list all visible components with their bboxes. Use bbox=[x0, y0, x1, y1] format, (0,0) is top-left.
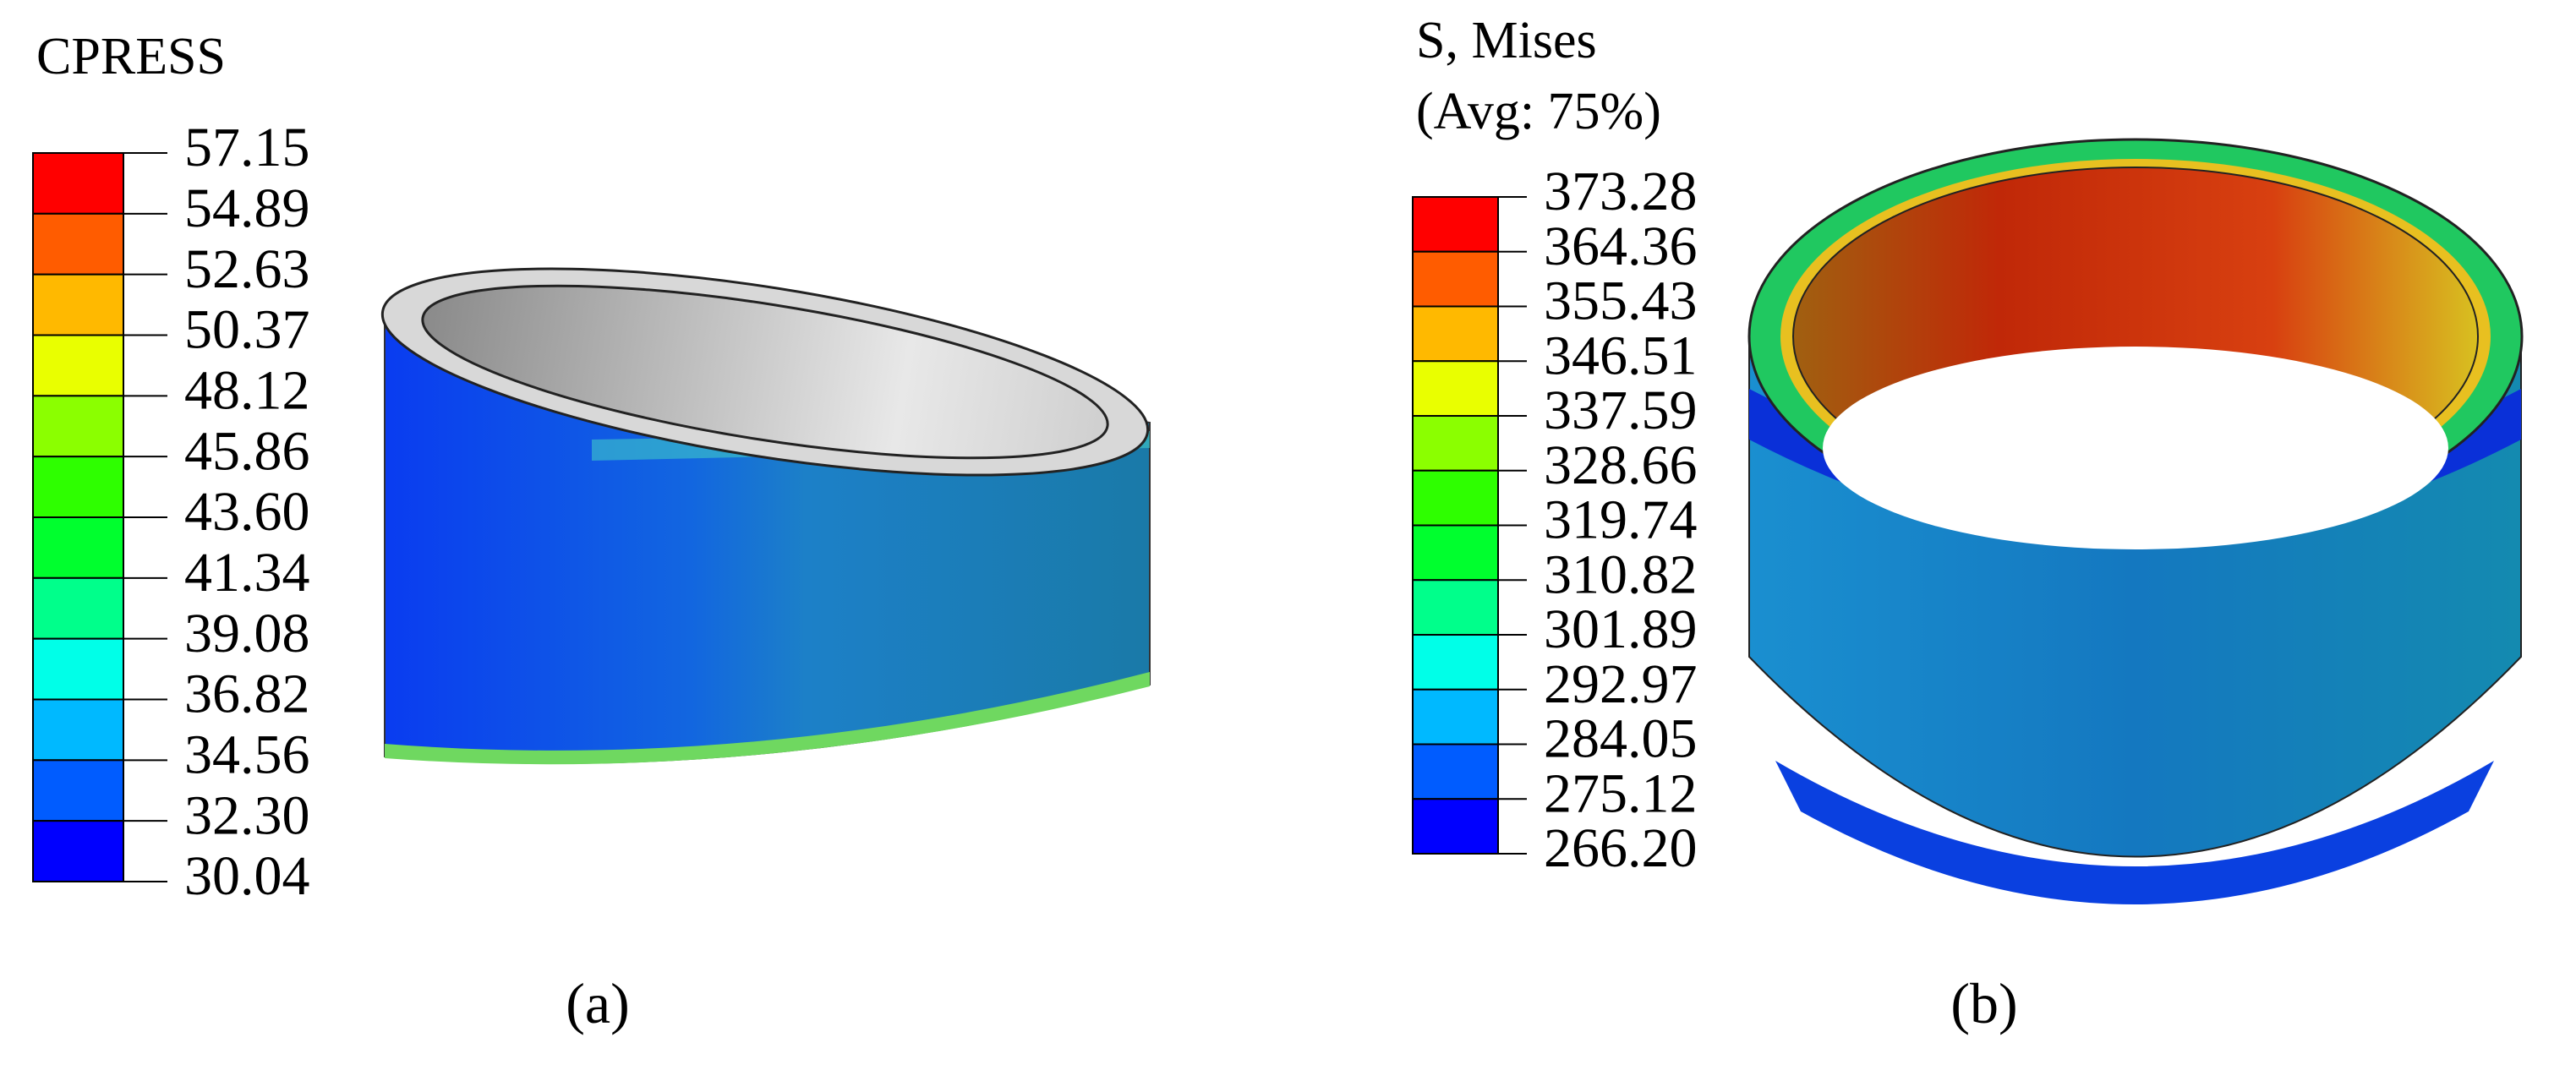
legend-label: 45.86 bbox=[184, 420, 310, 482]
legend-label: 54.89 bbox=[184, 178, 310, 239]
legend-band bbox=[1412, 415, 1499, 472]
legend-band bbox=[32, 576, 124, 640]
legend-label: 57.15 bbox=[184, 117, 310, 178]
legend-label: 39.08 bbox=[184, 603, 310, 664]
cylinder-a bbox=[380, 267, 1151, 765]
legend-band bbox=[32, 820, 124, 883]
legend-label: 50.37 bbox=[184, 299, 310, 361]
legend-band bbox=[32, 698, 124, 762]
legend-band bbox=[32, 516, 124, 579]
legend-band bbox=[1412, 360, 1499, 417]
legend-label: 328.66 bbox=[1544, 434, 1698, 496]
legend-band bbox=[1412, 250, 1499, 308]
legend-band bbox=[32, 759, 124, 822]
legend-title: (Avg: 75%) bbox=[1416, 83, 1661, 140]
caption: (b) bbox=[1950, 971, 2017, 1035]
legend-band bbox=[1412, 688, 1499, 746]
legend-band bbox=[32, 334, 124, 397]
legend-label: 266.20 bbox=[1544, 817, 1698, 879]
legend-label: 355.43 bbox=[1544, 270, 1698, 332]
legend-band bbox=[32, 212, 124, 276]
legend-label: 43.60 bbox=[184, 481, 310, 543]
legend-band bbox=[1412, 579, 1499, 636]
legend-label: 34.56 bbox=[184, 724, 310, 785]
legend-label: 292.97 bbox=[1544, 653, 1698, 715]
legend-band bbox=[32, 152, 124, 215]
legend-label: 319.74 bbox=[1544, 489, 1698, 551]
legend-label: 41.34 bbox=[184, 542, 310, 604]
legend-label: 48.12 bbox=[184, 359, 310, 421]
legend-band bbox=[1412, 469, 1499, 527]
legend-title: S, Mises bbox=[1416, 12, 1597, 69]
legend-band bbox=[1412, 305, 1499, 363]
legend-label: 284.05 bbox=[1544, 708, 1698, 770]
legend-band bbox=[32, 637, 124, 701]
legend-title: CPRESS bbox=[36, 28, 226, 85]
legend-band bbox=[1412, 634, 1499, 691]
legend-label: 275.12 bbox=[1544, 762, 1698, 824]
legend-label: 32.30 bbox=[184, 784, 310, 846]
legend-band bbox=[32, 395, 124, 458]
legend-label: 346.51 bbox=[1544, 325, 1698, 386]
legend-label: 36.82 bbox=[184, 664, 310, 725]
legend-band bbox=[1412, 743, 1499, 800]
legend-band bbox=[1412, 196, 1499, 253]
legend-band bbox=[1412, 798, 1499, 855]
legend-band bbox=[32, 273, 124, 336]
legend-label: 30.04 bbox=[184, 845, 310, 907]
legend-label: 364.36 bbox=[1544, 216, 1698, 277]
legend-label: 301.89 bbox=[1544, 598, 1698, 660]
legend-band bbox=[32, 456, 124, 519]
legend-label: 52.63 bbox=[184, 238, 310, 300]
legend-label: 373.28 bbox=[1544, 161, 1698, 222]
caption: (a) bbox=[566, 971, 629, 1035]
cylinder-b bbox=[1747, 138, 2524, 904]
legend-band bbox=[1412, 524, 1499, 582]
legend-label: 337.59 bbox=[1544, 380, 1698, 441]
legend-label: 310.82 bbox=[1544, 543, 1698, 605]
